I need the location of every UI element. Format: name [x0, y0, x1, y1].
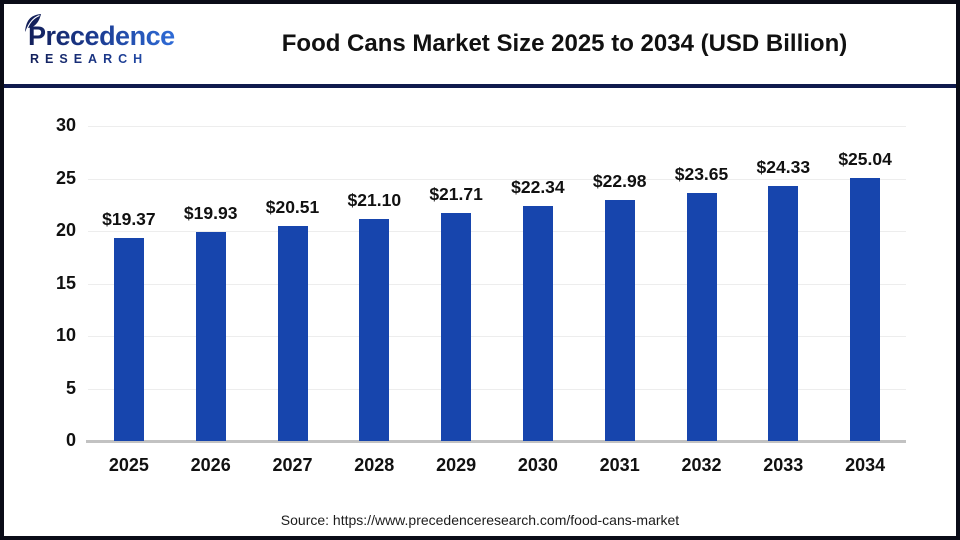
x-tick-label: 2031 [599, 455, 640, 475]
logo-text-research: RESEARCH [30, 53, 203, 66]
y-tick-label: 30 [55, 115, 76, 135]
x-tick-label: 2033 [763, 455, 804, 475]
bar-chart-plot: 0 5 10 15 20 25 30 $19.37 2025 $19.93 2026 $20.51 20… [56, 115, 906, 475]
bar-value-label: $20.51 [265, 196, 320, 217]
x-tick-label: 2034 [845, 455, 886, 475]
gridline [88, 231, 906, 232]
bar-value-label: $21.10 [347, 190, 402, 211]
y-tick-label: 25 [55, 167, 76, 188]
bar-2030 [522, 206, 553, 441]
chart-region: 0 5 10 15 20 25 30 $19.37 2025 $19.93 2026 $20.51 20… [4, 88, 956, 536]
x-tick-label: 2027 [272, 455, 313, 475]
bar-value-label: $22.98 [592, 170, 647, 191]
chart-title: Food Cans Market Size 2025 to 2034 (USD … [281, 30, 848, 57]
header-divider [4, 84, 956, 88]
x-tick-label: 2025 [108, 455, 149, 475]
bar-2026 [195, 231, 226, 441]
gridline [88, 283, 906, 285]
y-tick-label: 10 [55, 325, 76, 345]
bar-2031 [604, 199, 635, 441]
bar-2033 [768, 185, 799, 441]
x-tick-label: 2030 [517, 455, 558, 475]
bar-2032 [686, 192, 717, 441]
gridline [88, 178, 906, 180]
x-tick-label: 2026 [190, 455, 231, 475]
y-tick-label: 20 [55, 220, 76, 240]
x-tick-label: 2029 [436, 455, 477, 475]
x-axis-line [86, 440, 906, 443]
bar-value-label: $19.93 [183, 202, 238, 223]
source-text: Source: https://www.precedenceresearch.c… [280, 512, 680, 528]
bar-2025 [113, 237, 144, 441]
gridline [88, 388, 906, 390]
logo-text-precedence: Precedence [28, 20, 175, 51]
x-tick-label: 2028 [354, 455, 395, 475]
bar-value-label: $21.71 [429, 184, 483, 205]
bar-2029 [441, 213, 472, 441]
bar-2028 [359, 219, 390, 441]
gridline [88, 126, 906, 127]
bar-value-label: $25.04 [838, 149, 892, 170]
bar-2034 [850, 178, 881, 441]
bar-value-label: $24.33 [756, 156, 811, 177]
leaf-icon [25, 13, 41, 32]
y-tick-label: 15 [55, 272, 76, 293]
precedence-logo: Precedence RESEARCH [25, 13, 203, 66]
bar-2027 [277, 225, 308, 441]
x-tick-label: 2032 [681, 455, 722, 475]
bar-value-label: $23.65 [674, 163, 729, 184]
gridline [88, 336, 906, 337]
header: Precedence RESEARCH Food Cans Market Siz… [4, 4, 956, 84]
y-tick-label: 5 [65, 377, 76, 398]
y-tick-label: 0 [65, 430, 76, 450]
bar-value-label: $19.37 [102, 208, 156, 229]
bar-value-label: $22.34 [511, 177, 565, 198]
